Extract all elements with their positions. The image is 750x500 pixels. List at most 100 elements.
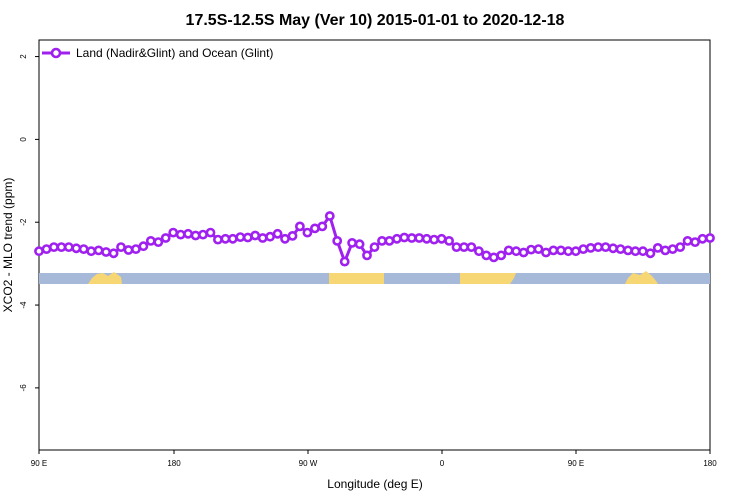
x-axis-label: Longitude (deg E): [327, 477, 422, 491]
data-point: [265, 231, 275, 242]
data-point: [190, 230, 201, 241]
data-point: [41, 244, 52, 254]
data-point: [600, 242, 611, 252]
data-point: [369, 242, 380, 252]
data-point: [503, 245, 514, 256]
legend: Land (Nadir&Glint) and Ocean (Glint): [42, 46, 273, 60]
data-point: [78, 244, 89, 254]
data-point: [362, 250, 372, 261]
data-point: [421, 233, 432, 244]
data-point: [71, 243, 82, 254]
data-point: [675, 242, 686, 252]
data-point: [682, 235, 693, 246]
x-tick-label: 90 E: [568, 459, 584, 468]
data-point: [160, 233, 171, 243]
y-tick-label: -2: [19, 218, 28, 226]
chart-title: 17.5S-12.5S May (Ver 10) 2015-01-01 to 2…: [186, 12, 565, 29]
data-point: [466, 242, 477, 252]
y-tick-label: -4: [19, 301, 28, 309]
data-point: [608, 243, 618, 254]
data-point: [548, 245, 559, 256]
data-point: [242, 232, 253, 243]
data-point: [481, 250, 492, 261]
data-point: [630, 246, 641, 257]
data-point: [317, 221, 328, 232]
y-tick-label: -6: [19, 384, 28, 392]
y-tick-label: 2: [19, 54, 28, 59]
data-point: [198, 229, 208, 240]
data-point: [212, 234, 223, 245]
data-point: [101, 247, 111, 257]
x-tick-label: 0: [440, 459, 445, 468]
data-point: [429, 234, 439, 245]
data-point: [533, 244, 544, 254]
data-point: [257, 233, 268, 243]
x-tick-label: 180: [703, 459, 717, 468]
data-point: [578, 244, 589, 254]
data-point: [526, 244, 536, 255]
data-point: [280, 233, 290, 244]
data-point: [123, 245, 134, 255]
data-point: [108, 248, 119, 259]
data-point: [697, 233, 708, 244]
land-patch: [88, 272, 122, 284]
data-point: [570, 246, 581, 257]
data-point: [63, 242, 74, 252]
data-point: [391, 233, 402, 244]
data-point: [473, 246, 484, 257]
series-layer: [34, 211, 715, 267]
data-point: [168, 227, 179, 238]
data-point: [638, 246, 648, 257]
axes: 90 E 180 90 W 0 90 E 180 2 0 -2 -4 -6: [19, 54, 717, 468]
data-point: [414, 233, 425, 243]
data-point: [86, 246, 97, 257]
y-tick-label: 0: [19, 137, 28, 142]
x-tick-label: 180: [167, 459, 181, 468]
data-point: [667, 244, 678, 254]
data-point: [145, 235, 156, 246]
data-point: [138, 241, 149, 252]
data-point: [116, 242, 126, 252]
data-point: [347, 237, 357, 248]
data-point: [205, 227, 216, 238]
data-point: [705, 233, 715, 243]
data-point: [444, 235, 454, 246]
data-point: [652, 242, 663, 253]
data-point: [451, 242, 462, 252]
legend-entry-label: Land (Nadir&Glint) and Ocean (Glint): [76, 46, 273, 60]
data-point: [585, 242, 596, 253]
data-point: [294, 221, 305, 232]
y-axis-label: XCO2 - MLO trend (ppm): [1, 178, 15, 313]
data-point: [235, 232, 246, 242]
data-point: [660, 245, 671, 256]
data-point: [511, 246, 522, 257]
land-patch: [625, 271, 658, 284]
data-point: [623, 245, 633, 256]
data-point: [93, 245, 104, 256]
data-point: [518, 247, 529, 258]
data-point: [563, 246, 574, 257]
data-point: [556, 245, 566, 256]
data-point: [399, 232, 410, 243]
data-point: [175, 229, 186, 240]
data-point: [496, 250, 507, 261]
data-point: [49, 242, 59, 252]
land-patch: [329, 273, 384, 284]
data-point: [250, 230, 261, 241]
data-point: [332, 235, 343, 246]
data-point: [354, 239, 365, 250]
data-point: [227, 233, 238, 244]
land-patch: [460, 273, 516, 284]
data-point: [615, 244, 626, 254]
data-point: [153, 237, 164, 247]
data-point: [384, 235, 395, 246]
data-point: [287, 230, 298, 241]
data-point: [183, 228, 193, 239]
land-ocean-mask-bar: [39, 271, 710, 284]
x-tick-label: 90 E: [31, 459, 47, 468]
x-tick-label: 90 W: [299, 459, 318, 468]
legend-marker-swatch: [50, 47, 62, 59]
data-point: [645, 248, 656, 259]
data-point: [690, 237, 700, 247]
